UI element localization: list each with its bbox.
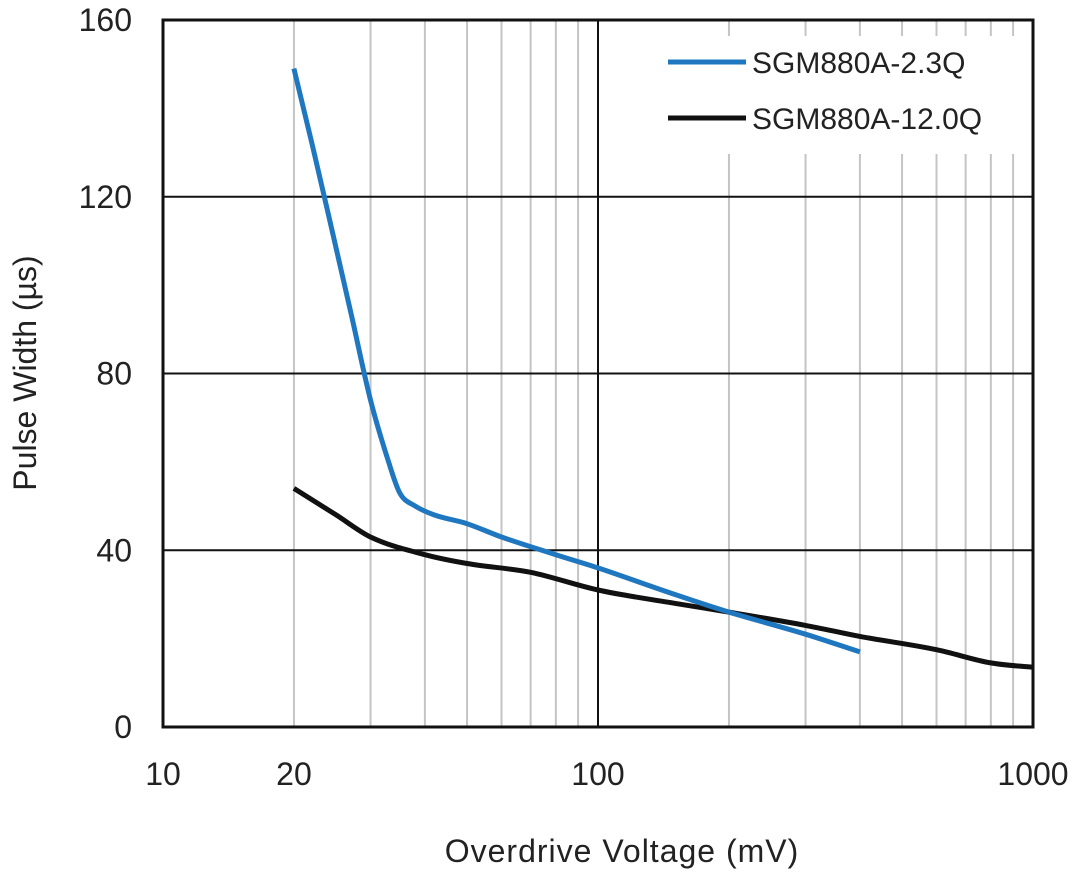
plot-frame bbox=[161, 18, 1035, 729]
y-tick-label: 40 bbox=[96, 532, 132, 568]
y-tick-label: 120 bbox=[79, 179, 132, 215]
x-axis-title: Overdrive Voltage (mV) bbox=[445, 833, 800, 869]
x-tick-label: 100 bbox=[571, 756, 624, 792]
legend-background bbox=[640, 36, 1028, 154]
x-tick-labels: 10 20 100 1000 bbox=[145, 756, 1068, 792]
y-tick-label: 0 bbox=[114, 709, 132, 745]
series-lines bbox=[291, 68, 1034, 670]
legend-label-sgm880a-12-0q: SGM880A-12.0Q bbox=[752, 103, 982, 136]
y-axis-title: Pulse Width (µs) bbox=[7, 255, 43, 490]
series-line-sgm880a-2-3q bbox=[291, 68, 861, 655]
x-tick-label: 20 bbox=[276, 756, 312, 792]
y-tick-label: 80 bbox=[96, 356, 132, 392]
y-tick-label: 160 bbox=[79, 2, 132, 38]
series-line-sgm880a-12-0q bbox=[292, 486, 1034, 670]
legend: SGM880A-2.3Q SGM880A-12.0Q bbox=[640, 36, 1028, 154]
legend-label-sgm880a-2-3q: SGM880A-2.3Q bbox=[752, 47, 965, 80]
x-tick-label: 10 bbox=[145, 756, 181, 792]
x-tick-label: 1000 bbox=[997, 756, 1068, 792]
major-gridlines bbox=[163, 20, 1033, 727]
y-tick-labels: 0 40 80 120 160 bbox=[79, 2, 132, 745]
